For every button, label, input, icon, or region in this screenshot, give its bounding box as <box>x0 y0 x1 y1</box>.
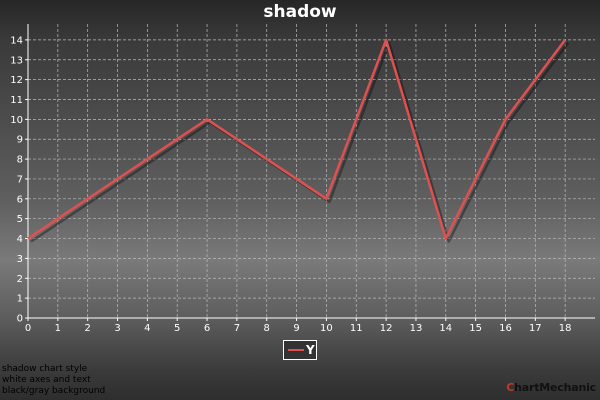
y-tick-label: 3 <box>17 254 23 265</box>
series-line-shadow <box>30 41 570 243</box>
x-tick-label: 3 <box>114 323 120 334</box>
y-tick-label: 11 <box>10 95 23 106</box>
y-tick-label: 12 <box>10 75 23 86</box>
x-tick-label: 18 <box>559 323 572 334</box>
legend: Y <box>283 340 317 360</box>
x-tick-label: 4 <box>144 323 150 334</box>
chart-notes: shadow chart style white axes and text b… <box>2 364 105 397</box>
y-tick-label: 0 <box>17 314 23 325</box>
x-tick-label: 12 <box>380 323 393 334</box>
axes <box>25 24 595 321</box>
x-tick-label: 11 <box>350 323 363 334</box>
x-tick-label: 8 <box>264 323 270 334</box>
x-tick-label: 5 <box>174 323 180 334</box>
x-tick-label: 2 <box>84 323 90 334</box>
y-tick-label: 10 <box>10 115 23 126</box>
y-tick-label: 1 <box>17 294 23 305</box>
x-tick-label: 0 <box>25 323 31 334</box>
y-tick-label: 14 <box>10 35 23 46</box>
x-tick-label: 1 <box>55 323 61 334</box>
y-tick-label: 8 <box>17 155 23 166</box>
y-tick-label: 2 <box>17 274 23 285</box>
y-tick-label: 5 <box>17 214 23 225</box>
x-tick-label: 14 <box>439 323 452 334</box>
note-line: shadow chart style <box>2 364 88 374</box>
x-tick-label: 17 <box>529 323 542 334</box>
note-line: white axes and text <box>2 375 91 385</box>
y-tick-label: 4 <box>17 234 23 245</box>
note-line: black/gray background <box>2 386 106 396</box>
x-tick-label: 6 <box>204 323 210 334</box>
y-tick-label: 13 <box>10 55 23 66</box>
legend-swatch-y <box>288 349 304 351</box>
series-lines <box>27 38 570 243</box>
brand-logo: ChartMechanic <box>506 381 596 394</box>
y-tick-label: 9 <box>17 135 23 146</box>
x-tick-label: 9 <box>293 323 299 334</box>
y-tick-label: 7 <box>17 174 23 185</box>
x-tick-label: 10 <box>320 323 333 334</box>
x-tick-label: 16 <box>499 323 512 334</box>
y-tick-label: 6 <box>17 194 23 205</box>
legend-label-y: Y <box>306 343 315 357</box>
tick-labels: 0 1 2 3 4 5 6 7 8 9 10 11 12 13 14 15 16 17 18012345678910… <box>10 35 571 334</box>
x-tick-label: 7 <box>234 323 240 334</box>
x-tick-label: 15 <box>469 323 482 334</box>
x-tick-label: 13 <box>410 323 423 334</box>
chart-title: shadow <box>263 2 337 22</box>
grid-lines <box>28 24 595 318</box>
